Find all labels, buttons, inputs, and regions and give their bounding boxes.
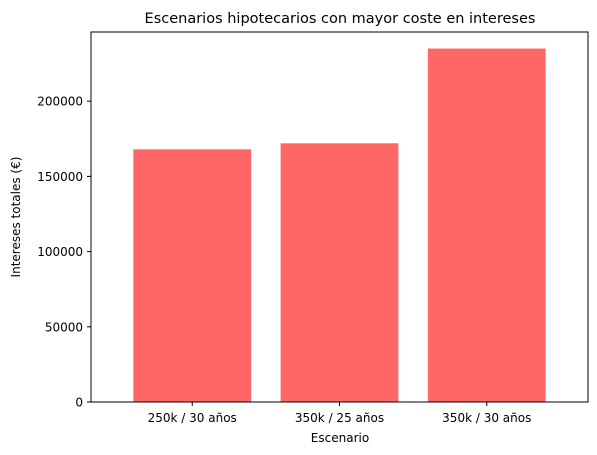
bars-group bbox=[133, 48, 546, 403]
bar-0 bbox=[133, 149, 252, 402]
y-tick-label-0: 0 bbox=[75, 396, 83, 410]
x-tick-label-0: 250k / 30 años bbox=[148, 411, 237, 425]
x-tick-label-2: 350k / 30 años bbox=[442, 411, 531, 425]
y-tick-label-2: 100000 bbox=[37, 245, 83, 259]
x-tick-label-1: 350k / 25 años bbox=[295, 411, 384, 425]
x-axis-ticks: 250k / 30 años 350k / 25 años 350k / 30 añ… bbox=[148, 402, 531, 425]
chart-title: Escenarios hipotecarios con mayor coste … bbox=[145, 11, 536, 27]
y-tick-label-3: 150000 bbox=[37, 170, 83, 184]
x-axis-label: Escenario bbox=[311, 431, 369, 445]
y-tick-label-1: 50000 bbox=[45, 320, 83, 334]
y-tick-label-4: 200000 bbox=[37, 95, 83, 109]
y-axis-label: Intereses totales (€) bbox=[9, 157, 23, 278]
bar-1 bbox=[280, 143, 399, 402]
bar-2 bbox=[427, 48, 546, 403]
plot-frame bbox=[90, 31, 589, 403]
y-axis-ticks: 0 50000 100000 150000 200000 bbox=[37, 95, 91, 410]
